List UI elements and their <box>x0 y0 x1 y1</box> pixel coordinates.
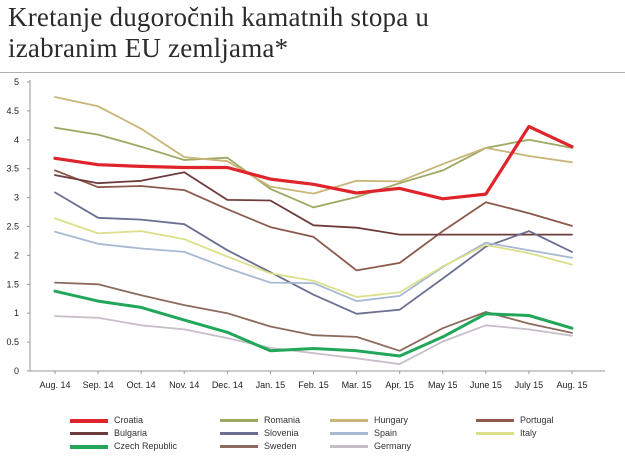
y-tick-label: 3.5 <box>6 164 19 174</box>
x-tick-label: Oct. 14 <box>127 380 156 390</box>
x-tick-label: May 15 <box>428 380 458 390</box>
series-line-spain <box>54 230 573 303</box>
x-tick-label: June 15 <box>470 380 502 390</box>
y-tick-label: 5 <box>14 77 19 87</box>
y-tick-label: 3 <box>14 193 19 203</box>
legend-label: Croatia <box>114 415 144 425</box>
legend-label: Sweden <box>264 441 297 451</box>
y-tick-label: 0 <box>14 366 19 376</box>
x-tick-label: July 15 <box>515 380 544 390</box>
legend-label: Italy <box>520 428 537 438</box>
legend-swatch <box>476 419 514 422</box>
y-tick-label: 1.5 <box>6 279 19 289</box>
series-line-hungary <box>54 96 573 195</box>
legend-swatch <box>330 445 368 448</box>
x-tick-label: Sep. 14 <box>83 380 114 390</box>
x-tick-label: Apr. 15 <box>385 380 414 390</box>
series-line-sweden <box>54 281 573 352</box>
legend-label: Czech Republic <box>114 441 178 451</box>
y-tick-label: 0.5 <box>6 337 19 347</box>
legend-swatch <box>70 445 108 449</box>
x-tick-label: Aug. 15 <box>556 380 587 390</box>
legend-swatch <box>220 445 258 448</box>
series-line-portugal <box>54 169 573 272</box>
legend-label: Hungary <box>374 415 409 425</box>
x-tick-label: Mar. 15 <box>342 380 372 390</box>
series-line-croatia <box>53 124 574 201</box>
page-title: Kretanje dugoročnih kamatnih stopa u iza… <box>8 2 608 64</box>
legend-swatch <box>220 419 258 422</box>
legend-swatch <box>476 432 514 435</box>
x-tick-label: Feb. 15 <box>298 380 329 390</box>
y-tick-label: 4 <box>14 135 19 145</box>
x-tick-label: Jan. 15 <box>256 380 286 390</box>
legend-swatch <box>220 432 258 435</box>
y-tick-label: 4.5 <box>6 106 19 116</box>
series-line-slovenia <box>54 191 573 315</box>
legend-label: Spain <box>374 428 398 438</box>
legend-swatch <box>70 419 108 423</box>
y-tick-label: 1 <box>14 308 19 318</box>
series-line-germany <box>54 315 573 366</box>
legend-swatch <box>70 432 108 435</box>
series-line-czech-republic <box>53 289 574 358</box>
line-chart: 0 0.5 1 1.5 2 2.5 3 3.5 4 4.5 5 Aug. 14 Sep. 14 Oct. … <box>6 77 605 390</box>
x-tick-label: Dec. 14 <box>212 380 243 390</box>
x-tick-label: Nov. 14 <box>169 380 199 390</box>
x-tick-label: Aug. 14 <box>39 380 70 390</box>
series-line-italy <box>54 217 573 298</box>
legend-swatch <box>330 419 368 422</box>
legend-label: Germany <box>374 441 412 451</box>
legend-label: Romania <box>264 415 301 425</box>
title-divider <box>0 72 625 73</box>
series-line-bulgaria <box>54 171 573 236</box>
chart-legend: Croatia Romania Hungary Portugal Bulgaria Slo… <box>70 414 610 456</box>
title-line-2: izabranim EU zemljama* <box>8 33 289 63</box>
legend-label: Slovenia <box>264 428 299 438</box>
y-tick-label: 2 <box>14 250 19 260</box>
legend-swatch <box>330 432 368 435</box>
legend-label: Bulgaria <box>114 428 148 438</box>
legend-label: Portugal <box>520 415 554 425</box>
y-tick-label: 2.5 <box>6 222 19 232</box>
title-line-1: Kretanje dugoročnih kamatnih stopa u <box>8 2 430 32</box>
